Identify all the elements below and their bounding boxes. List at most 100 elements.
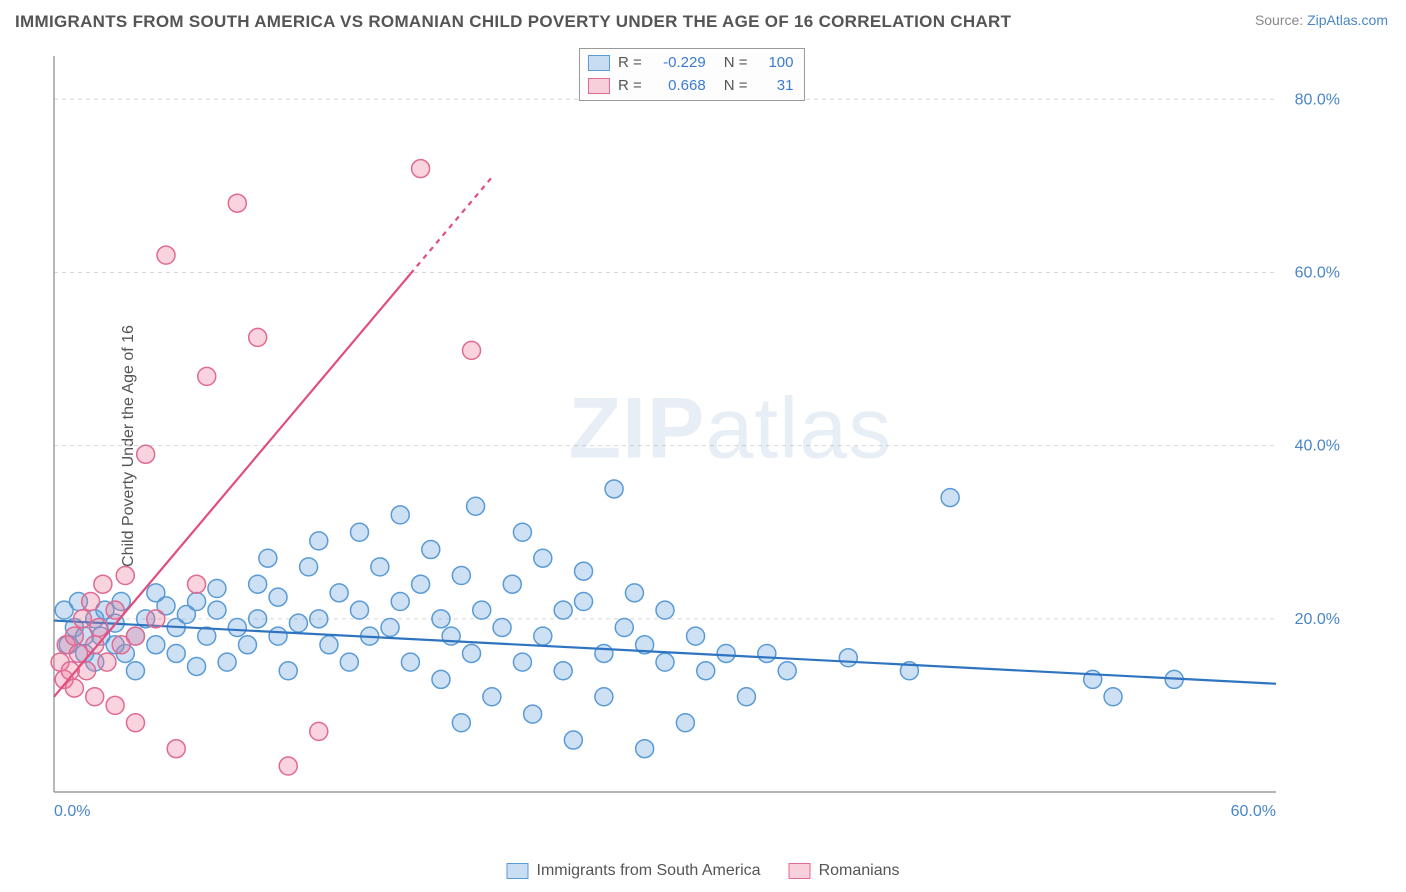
data-point [473, 601, 491, 619]
data-point [126, 662, 144, 680]
legend-item: Romanians [789, 862, 900, 880]
data-point [330, 584, 348, 602]
data-point [74, 610, 92, 628]
data-point [279, 662, 297, 680]
data-point [259, 549, 277, 567]
r-label: R = [618, 75, 642, 98]
data-point [90, 618, 108, 636]
legend-swatch-pink [789, 863, 811, 879]
data-point [513, 653, 531, 671]
data-point [86, 636, 104, 654]
data-point [401, 653, 419, 671]
data-point [249, 328, 267, 346]
data-point [534, 549, 552, 567]
chart-title: IMMIGRANTS FROM SOUTH AMERICA VS ROMANIA… [15, 12, 1011, 32]
legend-swatch-blue [506, 863, 528, 879]
legend-row: R = 0.668 N = 31 [588, 75, 794, 98]
data-point [422, 541, 440, 559]
y-tick-label: 40.0% [1295, 438, 1340, 455]
data-point [279, 757, 297, 775]
r-value: -0.229 [650, 52, 706, 75]
source-attribution: Source: ZipAtlas.com [1255, 12, 1388, 28]
data-point [167, 644, 185, 662]
legend-label: Romanians [819, 862, 900, 880]
data-point [289, 614, 307, 632]
data-point [310, 532, 328, 550]
data-point [147, 636, 165, 654]
data-point [167, 740, 185, 758]
data-point [147, 610, 165, 628]
data-point [269, 588, 287, 606]
legend-swatch-pink [588, 78, 610, 94]
data-point [467, 497, 485, 515]
n-label: N = [724, 52, 748, 75]
legend-label: Immigrants from South America [536, 862, 760, 880]
data-point [483, 688, 501, 706]
data-point [198, 367, 216, 385]
data-point [595, 644, 613, 662]
data-point [687, 627, 705, 645]
data-point [65, 627, 83, 645]
data-point [564, 731, 582, 749]
data-point [513, 523, 531, 541]
r-label: R = [618, 52, 642, 75]
data-point [208, 601, 226, 619]
data-point [452, 714, 470, 732]
n-value: 31 [755, 75, 793, 98]
data-point [676, 714, 694, 732]
data-point [758, 644, 776, 662]
data-point [351, 523, 369, 541]
data-point [391, 593, 409, 611]
data-point [524, 705, 542, 723]
data-point [157, 246, 175, 264]
data-point [371, 558, 389, 576]
data-point [249, 610, 267, 628]
data-point [310, 610, 328, 628]
data-point [432, 610, 450, 628]
data-point [432, 670, 450, 688]
series-legend: Immigrants from South America Romanians [506, 862, 899, 880]
n-value: 100 [755, 52, 793, 75]
data-point [188, 575, 206, 593]
data-point [86, 688, 104, 706]
data-point [595, 688, 613, 706]
data-point [503, 575, 521, 593]
data-point [238, 636, 256, 654]
source-label: Source: [1255, 12, 1307, 28]
data-point [615, 618, 633, 636]
data-point [452, 567, 470, 585]
trend-line-dashed [410, 177, 491, 274]
data-point [554, 662, 572, 680]
data-point [310, 722, 328, 740]
data-point [717, 644, 735, 662]
y-tick-label: 20.0% [1295, 611, 1340, 628]
data-point [126, 627, 144, 645]
data-point [554, 601, 572, 619]
data-point [228, 618, 246, 636]
data-point [188, 657, 206, 675]
data-point [208, 580, 226, 598]
data-point [249, 575, 267, 593]
data-point [605, 480, 623, 498]
legend-item: Immigrants from South America [506, 862, 760, 880]
trend-line [54, 621, 1276, 684]
data-point [218, 653, 236, 671]
data-point [65, 679, 83, 697]
data-point [300, 558, 318, 576]
data-point [697, 662, 715, 680]
data-point [941, 489, 959, 507]
data-point [188, 593, 206, 611]
data-point [778, 662, 796, 680]
r-value: 0.668 [650, 75, 706, 98]
data-point [575, 593, 593, 611]
data-point [340, 653, 358, 671]
data-point [351, 601, 369, 619]
x-tick-label: 60.0% [1231, 803, 1276, 820]
n-label: N = [724, 75, 748, 98]
source-link[interactable]: ZipAtlas.com [1307, 12, 1388, 28]
data-point [391, 506, 409, 524]
x-tick-label: 0.0% [54, 803, 90, 820]
data-point [575, 562, 593, 580]
data-point [737, 688, 755, 706]
data-point [534, 627, 552, 645]
